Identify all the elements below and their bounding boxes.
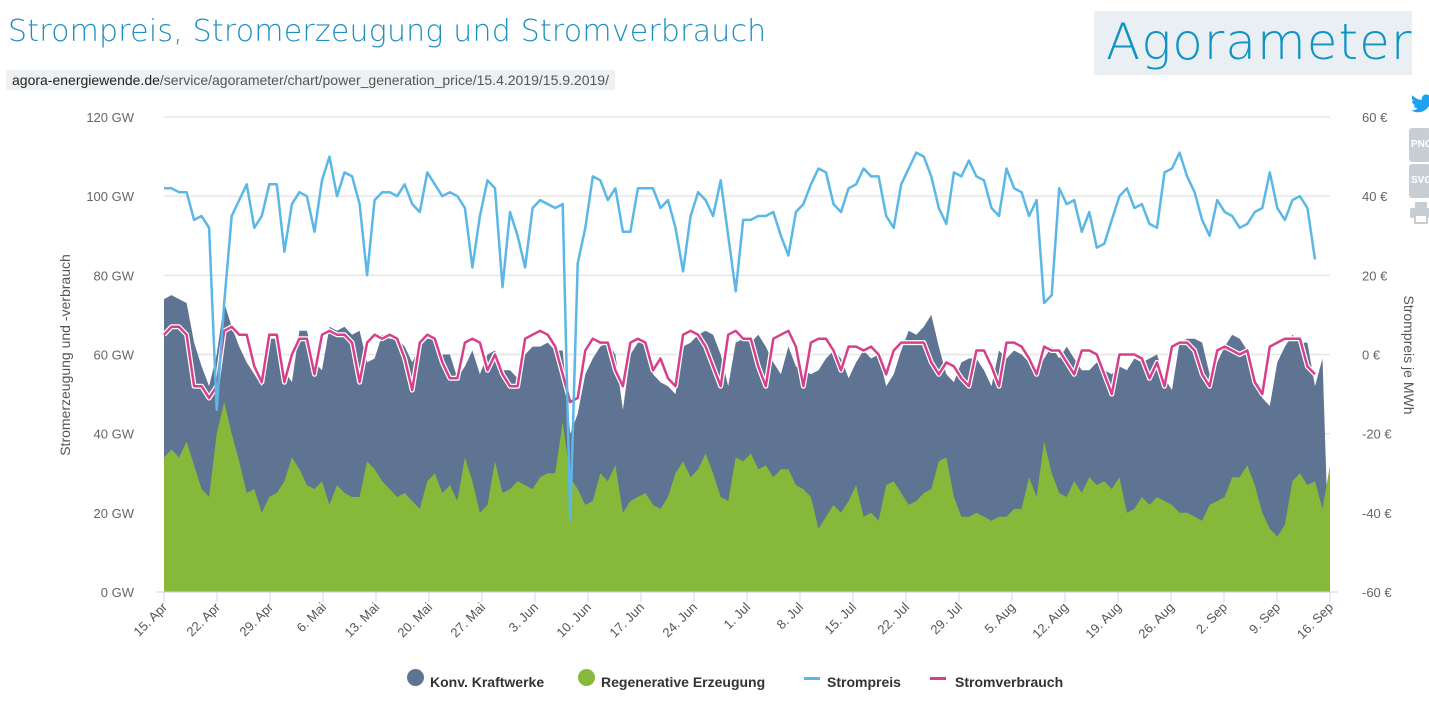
legend-marker-1 [578,669,595,686]
line-stromverbrauch [163,325,1316,404]
y2-tick-label: -40 € [1362,506,1392,521]
x-tick-label: 27. Mai [447,599,488,640]
legend-item[interactable]: Stromverbrauch [955,674,1064,690]
y-tick-label: 100 GW [86,189,134,204]
x-tick-label: 20. Mai [394,599,435,640]
x-tick-label: 22. Apr [183,599,223,639]
x-tick-label: 5. Aug [981,600,1018,637]
x-tick-label: 17. Jun [606,600,647,641]
lines [162,151,1317,523]
x-tick-label: 8. Jul [774,599,807,632]
png-download-icon[interactable]: PNG [1409,128,1429,162]
y2-tick-label: 60 € [1362,110,1388,125]
y-axis-title: Stromerzeugung und -verbrauch [57,254,73,456]
y-tick-label: 20 GW [94,506,135,521]
legend-item[interactable]: Strompreis [827,674,901,690]
y-tick-label: 80 GW [94,268,135,283]
brand-logo[interactable]: Agorameter [1094,11,1412,75]
y2-tick-label: -20 € [1362,427,1392,442]
line-strompreis [164,151,1317,523]
y2-tick-label: 40 € [1362,189,1388,204]
y2-tick-label: -60 € [1362,585,1392,600]
svg-download-icon[interactable]: SVG [1409,164,1429,198]
page-title: Strompreis, Stromerzeugung und Stromverb… [8,14,767,49]
brand-text: Agorameter [1106,13,1413,71]
x-tick-label: 29. Jul [927,599,965,637]
url-breadcrumb[interactable]: agora-energiewende.de/service/agorameter… [6,70,615,90]
legend-item[interactable]: Regenerative Erzeugung [601,674,766,690]
print-icon[interactable] [1409,200,1429,229]
x-tick-label: 10. Jun [553,600,594,641]
legend-marker-2 [804,677,820,680]
x-tick-label: 1. Jul [721,599,754,632]
x-tick-label: 2. Sep [1193,600,1230,637]
y-tick-label: 60 GW [94,348,135,363]
x-tick-label: 26. Aug [1135,600,1177,642]
legend: Konv. Kraftwerke Regenerative Erzeugung St… [0,669,1429,696]
url-host: agora-energiewende.de [12,72,160,88]
x-tick-label: 15. Apr [130,599,170,639]
area-regenerative-erzeugung [164,402,1330,592]
legend-marker-0 [407,669,424,686]
x-tick-label: 13. Mai [341,599,382,640]
x-tick-label: 15. Jul [821,599,859,637]
x-tick-label: 19. Aug [1082,600,1124,642]
y-tick-label: 120 GW [86,110,134,125]
x-tick-label: 29. Apr [236,599,276,639]
y2-tick-label: 20 € [1362,268,1388,283]
x-tick-label: 22. Jul [874,599,912,637]
x-tick-label: 3. Jun [505,600,541,636]
legend-marker-3 [930,677,946,680]
x-tick-label: 24. Jun [659,600,700,641]
twitter-icon[interactable] [1409,92,1429,121]
y2-axis-title: Strompreis je MWh [1401,295,1417,414]
x-tick-label: 16. Sep [1294,600,1336,642]
url-path: /service/agorameter/chart/power_generati… [159,72,609,88]
y2-tick-label: 0 € [1362,348,1381,363]
legend-item[interactable]: Konv. Kraftwerke [430,674,545,690]
y-tick-label: 0 GW [101,585,135,600]
x-tick-label: 6. Mai [293,599,329,635]
x-tick-label: 9. Sep [1246,600,1283,637]
y-tick-label: 40 GW [94,427,135,442]
x-tick-label: 12. Aug [1029,600,1071,642]
